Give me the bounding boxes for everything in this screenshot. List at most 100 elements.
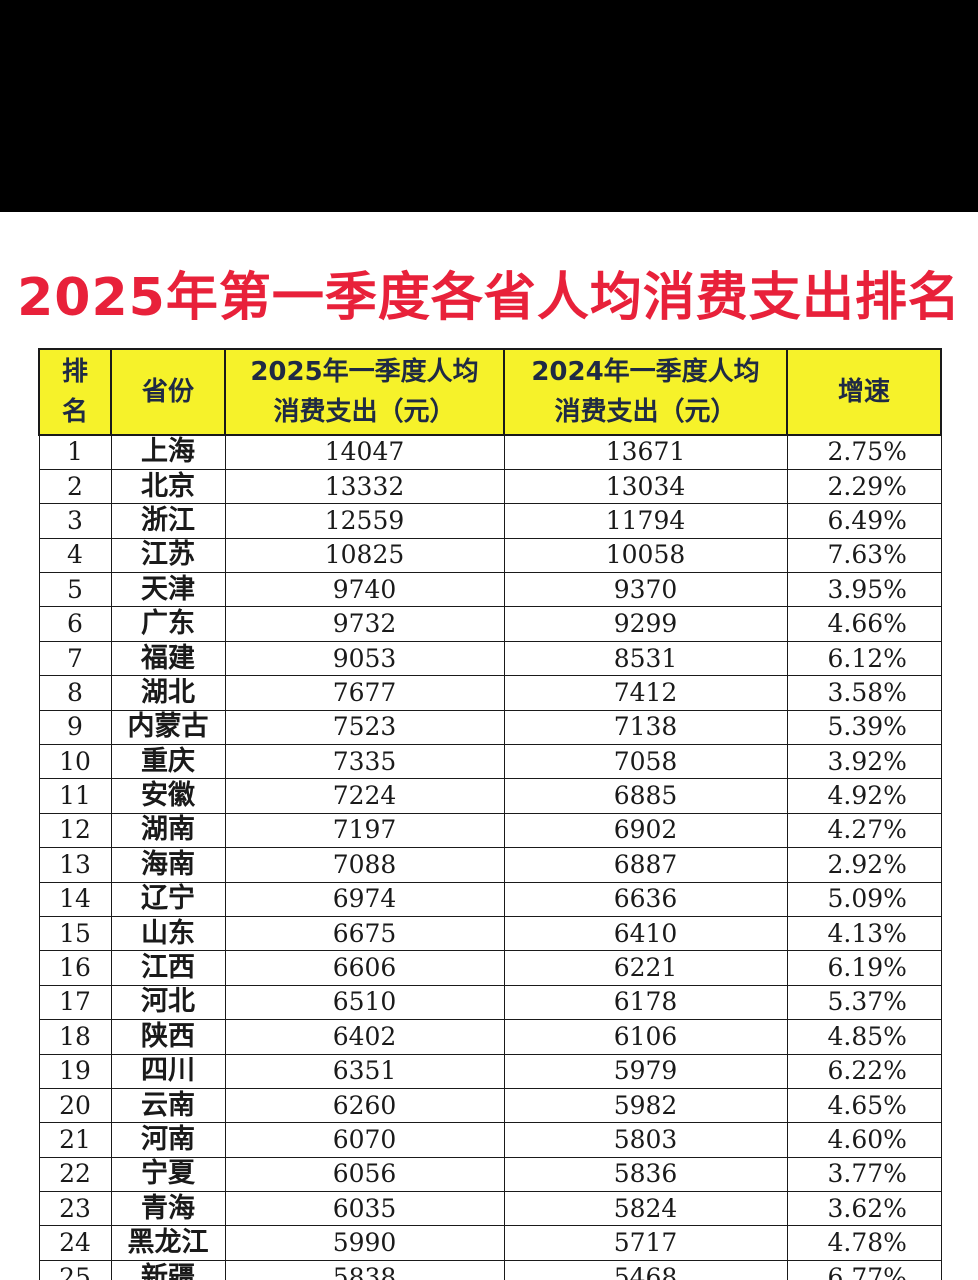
rank-cell: 14 — [38, 881, 112, 917]
province-cell: 云南 — [110, 1087, 226, 1124]
rank-cell: 13 — [38, 847, 112, 883]
table-body: 1 上海 14047 13671 2.75% 2 北京 13332 13034 2.29% 3 浙江 1… — [38, 434, 942, 1280]
spend-2025-cell: 7224 — [224, 778, 505, 814]
spend-2025-cell: 6606 — [224, 950, 505, 986]
spend-2025-cell: 7197 — [224, 812, 505, 849]
spend-2025-cell: 10825 — [224, 537, 505, 574]
spend-2025-cell: 7335 — [224, 744, 505, 780]
growth-cell: 6.77% — [786, 1259, 942, 1280]
growth-cell: 3.95% — [786, 572, 942, 608]
rank-cell: 21 — [38, 1122, 112, 1158]
province-cell: 青海 — [110, 1191, 226, 1227]
rank-cell: 17 — [38, 984, 112, 1021]
province-cell: 福建 — [110, 640, 226, 677]
spend-2025-cell: 6974 — [224, 881, 505, 917]
spend-2024-cell: 5717 — [503, 1225, 788, 1261]
table-row: 25 新疆 5838 5468 6.77% — [38, 1259, 942, 1280]
spend-2024-cell: 6221 — [503, 950, 788, 986]
growth-cell: 4.65% — [786, 1087, 942, 1124]
spend-2025-cell: 9732 — [224, 606, 505, 642]
spend-2025-cell: 9053 — [224, 640, 505, 677]
table-row: 15 山东 6675 6410 4.13% — [38, 915, 942, 952]
province-cell: 黑龙江 — [110, 1225, 226, 1261]
rank-cell: 18 — [38, 1019, 112, 1055]
spend-2024-cell: 5979 — [503, 1053, 788, 1089]
rank-cell: 7 — [38, 640, 112, 677]
province-cell: 江西 — [110, 950, 226, 986]
province-cell: 广东 — [110, 606, 226, 642]
growth-cell: 5.37% — [786, 984, 942, 1021]
spend-2024-cell: 5468 — [503, 1259, 788, 1280]
rank-cell: 4 — [38, 537, 112, 574]
header-province: 省份 — [110, 348, 226, 436]
rank-cell: 6 — [38, 606, 112, 642]
spend-2024-cell: 6106 — [503, 1019, 788, 1055]
rank-cell: 9 — [38, 709, 112, 746]
header-2024: 2024年一季度人均 消费支出（元） — [503, 348, 788, 436]
growth-cell: 6.22% — [786, 1053, 942, 1089]
growth-cell: 6.12% — [786, 640, 942, 677]
spend-2024-cell: 6636 — [503, 881, 788, 917]
rank-cell: 19 — [38, 1053, 112, 1089]
rank-cell: 23 — [38, 1191, 112, 1227]
growth-cell: 4.85% — [786, 1019, 942, 1055]
province-cell: 河南 — [110, 1122, 226, 1158]
province-cell: 安徽 — [110, 778, 226, 814]
province-cell: 天津 — [110, 572, 226, 608]
spend-2024-cell: 6410 — [503, 915, 788, 952]
spend-2025-cell: 6510 — [224, 984, 505, 1021]
growth-cell: 3.92% — [786, 744, 942, 780]
province-cell: 江苏 — [110, 537, 226, 574]
spend-2024-cell: 5803 — [503, 1122, 788, 1158]
header-rank: 排名 — [38, 348, 112, 436]
growth-cell: 7.63% — [786, 537, 942, 574]
header-row: 排名 省份 2025年一季度人均 消费支出（元） 2024年一季度人均 消费支出（元… — [38, 348, 942, 436]
province-cell: 湖南 — [110, 812, 226, 849]
table-row: 1 上海 14047 13671 2.75% — [38, 434, 942, 470]
table-row: 3 浙江 12559 11794 6.49% — [38, 503, 942, 539]
rank-cell: 24 — [38, 1225, 112, 1261]
table-row: 16 江西 6606 6221 6.19% — [38, 950, 942, 986]
province-cell: 陕西 — [110, 1019, 226, 1055]
ranking-table-container: 排名 省份 2025年一季度人均 消费支出（元） 2024年一季度人均 消费支出（元… — [38, 348, 942, 1280]
rank-cell: 15 — [38, 915, 112, 952]
province-cell: 新疆 — [110, 1259, 226, 1280]
province-cell: 重庆 — [110, 744, 226, 780]
province-cell: 湖北 — [110, 675, 226, 711]
spend-2025-cell: 7677 — [224, 675, 505, 711]
table-row: 21 河南 6070 5803 4.60% — [38, 1122, 942, 1158]
table-row: 6 广东 9732 9299 4.66% — [38, 606, 942, 642]
spend-2025-cell: 6675 — [224, 915, 505, 952]
rank-cell: 16 — [38, 950, 112, 986]
rank-cell: 20 — [38, 1087, 112, 1124]
rank-cell: 5 — [38, 572, 112, 608]
header-growth: 增速 — [786, 348, 942, 436]
spend-2024-cell: 9370 — [503, 572, 788, 608]
table-row: 18 陕西 6402 6106 4.85% — [38, 1019, 942, 1055]
header-2025: 2025年一季度人均 消费支出（元） — [224, 348, 505, 436]
growth-cell: 4.92% — [786, 778, 942, 814]
province-cell: 内蒙古 — [110, 709, 226, 746]
table-row: 19 四川 6351 5979 6.22% — [38, 1053, 942, 1089]
growth-cell: 4.27% — [786, 812, 942, 849]
spend-2024-cell: 9299 — [503, 606, 788, 642]
top-black-band — [0, 0, 978, 212]
province-cell: 浙江 — [110, 503, 226, 539]
province-cell: 四川 — [110, 1053, 226, 1089]
table-row: 10 重庆 7335 7058 3.92% — [38, 744, 942, 780]
growth-cell: 2.92% — [786, 847, 942, 883]
rank-cell: 1 — [38, 434, 112, 470]
province-cell: 宁夏 — [110, 1156, 226, 1193]
spend-2025-cell: 6402 — [224, 1019, 505, 1055]
table-row: 12 湖南 7197 6902 4.27% — [38, 812, 942, 849]
spend-2024-cell: 6178 — [503, 984, 788, 1021]
spend-2025-cell: 6035 — [224, 1191, 505, 1227]
spend-2025-cell: 9740 — [224, 572, 505, 608]
table-row: 13 海南 7088 6887 2.92% — [38, 847, 942, 883]
rank-cell: 11 — [38, 778, 112, 814]
spend-2025-cell: 13332 — [224, 468, 505, 505]
spend-2024-cell: 11794 — [503, 503, 788, 539]
spend-2024-cell: 10058 — [503, 537, 788, 574]
table-row: 8 湖北 7677 7412 3.58% — [38, 675, 942, 711]
growth-cell: 4.66% — [786, 606, 942, 642]
